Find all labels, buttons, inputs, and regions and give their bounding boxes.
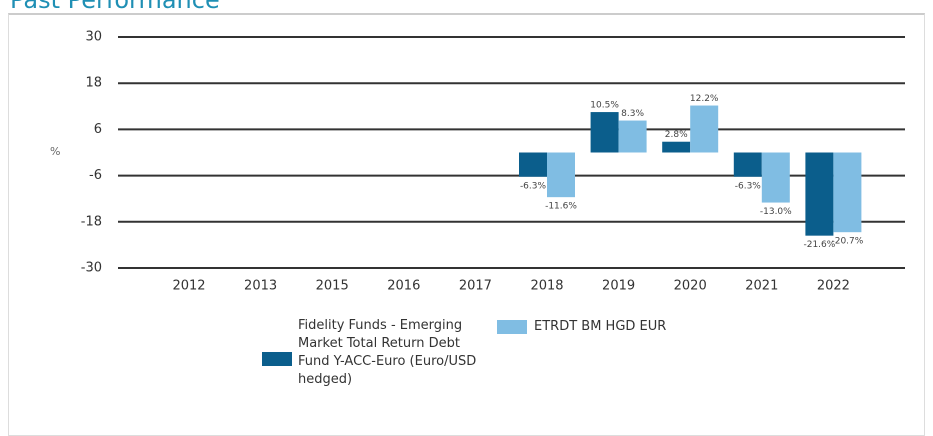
- y-tick-label: 18: [85, 76, 102, 91]
- value-label: -13.0%: [760, 207, 792, 217]
- value-label: -6.3%: [520, 181, 547, 191]
- x-tick-label: 2015: [316, 279, 349, 294]
- legend-label: Fidelity Funds - Emerging Market Total R…: [298, 318, 477, 387]
- bar: [805, 152, 834, 236]
- x-tick-label: 2021: [745, 279, 778, 294]
- page: Past Performance % -30 -18 -6 6 18 30 2012 2013…: [8, 0, 925, 436]
- value-label: 10.5%: [590, 101, 619, 111]
- legend-swatch: [497, 320, 527, 334]
- value-label: -11.6%: [545, 202, 577, 212]
- x-tick-label: 2022: [817, 279, 850, 294]
- value-label: 2.8%: [665, 130, 688, 140]
- x-tick-label: 2016: [387, 279, 420, 294]
- bar: [590, 112, 619, 153]
- y-tick-label: 6: [94, 122, 102, 137]
- x-tick-label: 2013: [244, 279, 277, 294]
- x-tick-label: 2018: [530, 279, 563, 294]
- bar: [833, 152, 862, 233]
- section-title: Past Performance: [10, 0, 220, 14]
- y-tick-label: -18: [81, 214, 102, 229]
- y-axis-label: %: [50, 145, 60, 158]
- chart: % -30 -18 -6 6 18 30 2012 2013 2015 2016 2017 2018 -…: [50, 30, 905, 294]
- x-tick-label: 2019: [602, 279, 635, 294]
- bar: [761, 152, 790, 203]
- x-tick-label: 2012: [172, 279, 205, 294]
- value-label: -6.3%: [735, 181, 762, 191]
- value-label: 8.3%: [621, 109, 644, 119]
- value-label: 12.2%: [690, 94, 719, 104]
- bar: [662, 141, 691, 153]
- bar: [618, 120, 647, 153]
- bar: [547, 152, 575, 198]
- bar: [519, 152, 547, 177]
- value-label: -20.7%: [831, 237, 863, 247]
- legend-label: ETRDT BM HGD EUR: [534, 319, 667, 334]
- x-tick-label: 2020: [674, 279, 707, 294]
- y-tick-label: -6: [89, 168, 102, 183]
- bar: [733, 152, 762, 177]
- value-label: -21.6%: [803, 240, 835, 250]
- y-tick-label: 30: [85, 30, 102, 45]
- y-tick-label: -30: [81, 261, 102, 276]
- x-tick-label: 2017: [459, 279, 492, 294]
- bar: [690, 105, 719, 153]
- legend-swatch: [262, 352, 292, 366]
